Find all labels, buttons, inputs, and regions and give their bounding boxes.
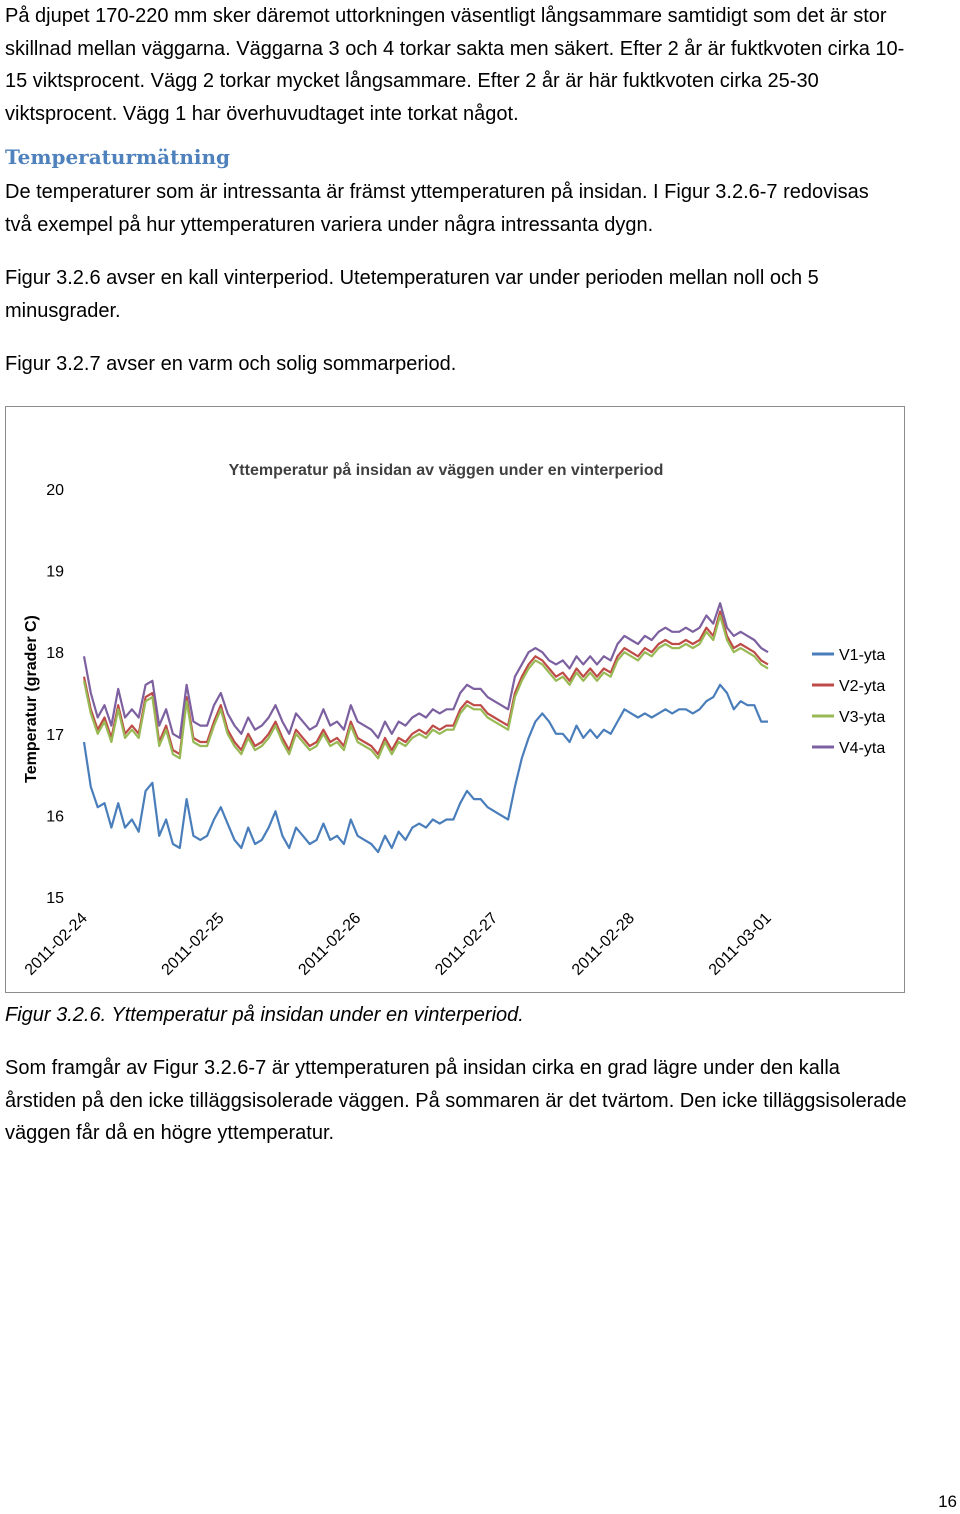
x-tick-label: 2011-03-01 — [706, 910, 775, 979]
intro-line: viktsprocent. Vägg 1 har överhuvudtaget … — [5, 102, 519, 125]
y-tick-label: 18 — [46, 645, 64, 662]
y-tick-label: 17 — [46, 727, 64, 744]
series-lines — [82, 602, 769, 854]
intro-paragraph: På djupet 170-220 mm sker däremot uttork… — [5, 0, 955, 130]
x-ticks: 2011-02-24 2011-02-25 2011-02-26 2011-02-27… — [22, 910, 775, 979]
series-line-v1-yta — [82, 683, 768, 854]
section-paragraph-2: Figur 3.2.6 avser en kall vinterperiod. … — [5, 262, 955, 327]
y-tick-label: 16 — [46, 808, 64, 825]
series-line-v2-yta — [82, 610, 769, 756]
y-axis-label: Temperatur (grader C) — [23, 615, 40, 783]
figure-caption: Figur 3.2.6. Yttemperatur på insidan und… — [5, 1004, 524, 1026]
section-paragraph-1: De temperaturer som är intressanta är fr… — [5, 176, 955, 241]
y-tick-label: 20 — [46, 482, 64, 499]
paragraph-line: två exempel på hur yttemperaturen varier… — [5, 213, 654, 236]
intro-line: 15 viktsprocent. Vägg 2 torkar mycket lå… — [5, 70, 819, 92]
intro-line: På djupet 170-220 mm sker däremot uttork… — [5, 5, 887, 27]
x-tick-label: 2011-02-24 — [22, 910, 91, 979]
x-tick-label: 2011-02-26 — [295, 910, 364, 979]
paragraph-line: väggen får då en högre yttemperatur. — [5, 1122, 335, 1144]
temperature-chart: Yttemperatur på insidan av väggen under … — [5, 406, 905, 993]
paragraph-line: Som framgår av Figur 3.2.6-7 är yttemper… — [5, 1057, 840, 1079]
legend-label: V2-yta — [839, 678, 885, 695]
legend-label: V4-yta — [839, 740, 885, 757]
page-number: 16 — [938, 1492, 957, 1511]
paragraph-line: De temperaturer som är intressanta är fr… — [5, 181, 869, 203]
paragraph-line: Figur 3.2.6 avser en kall vinterperiod. … — [5, 267, 819, 289]
intro-line: skillnad mellan väggarna. Väggarna 3 och… — [5, 37, 905, 60]
y-tick-label: 15 — [46, 890, 64, 907]
series-line-v3-yta — [82, 614, 769, 760]
y-ticks: 15 16 17 18 19 20 — [46, 482, 64, 907]
section-heading: Temperaturmätning — [5, 145, 231, 169]
y-tick-label: 19 — [46, 564, 64, 581]
chart-title: Yttemperatur på insidan av väggen under … — [229, 461, 664, 479]
section-paragraph-3: Figur 3.2.7 avser en varm och solig somm… — [5, 348, 955, 381]
closing-paragraph: Som framgår av Figur 3.2.6-7 är yttemper… — [5, 1052, 955, 1150]
chart-legend: V1-yta V2-yta V3-yta V4-yta — [812, 647, 885, 757]
x-tick-label: 2011-02-25 — [159, 910, 228, 979]
legend-label: V1-yta — [839, 647, 885, 664]
legend-label: V3-yta — [839, 709, 885, 726]
paragraph-line: minusgrader. — [5, 299, 121, 322]
series-line-v4-yta — [82, 602, 769, 739]
x-tick-label: 2011-02-27 — [432, 910, 501, 979]
chart-canvas: Yttemperatur på insidan av väggen under … — [22, 461, 886, 979]
x-tick-label: 2011-02-28 — [569, 910, 638, 979]
paragraph-line: årstiden på den icke tilläggsisolerade v… — [5, 1089, 907, 1112]
paragraph-line: Figur 3.2.7 avser en varm och solig somm… — [5, 353, 457, 375]
